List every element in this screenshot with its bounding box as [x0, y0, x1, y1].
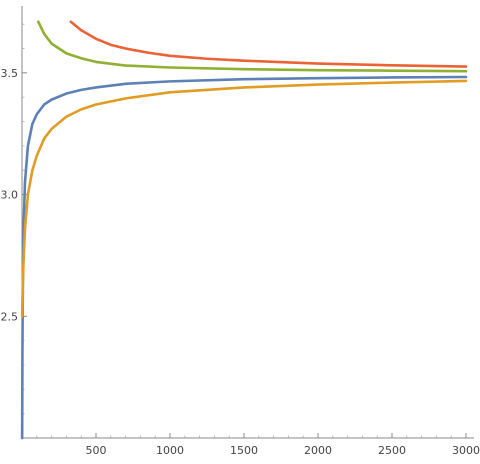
x-tick-label: 500	[86, 444, 107, 457]
y-tick-label: 2.5	[1, 310, 19, 323]
x-tick-label: 1000	[156, 444, 184, 457]
series-line-2	[20, 79, 468, 318]
tick-labels: 500 1000 1500 2000 2500 3000 2.5 3.0 3.5	[1, 67, 480, 457]
series-line-3	[36, 20, 468, 73]
x-tick-label: 3000	[452, 444, 480, 457]
y-tick-label: 3.0	[1, 189, 19, 202]
y-tick-label: 3.5	[1, 67, 19, 80]
series-layer	[20, 20, 468, 440]
series-line-1	[20, 75, 468, 440]
x-tick-label: 2000	[304, 444, 332, 457]
series-line-4	[69, 20, 468, 68]
x-tick-label: 2500	[378, 444, 406, 457]
x-tick-label: 1500	[230, 444, 258, 457]
